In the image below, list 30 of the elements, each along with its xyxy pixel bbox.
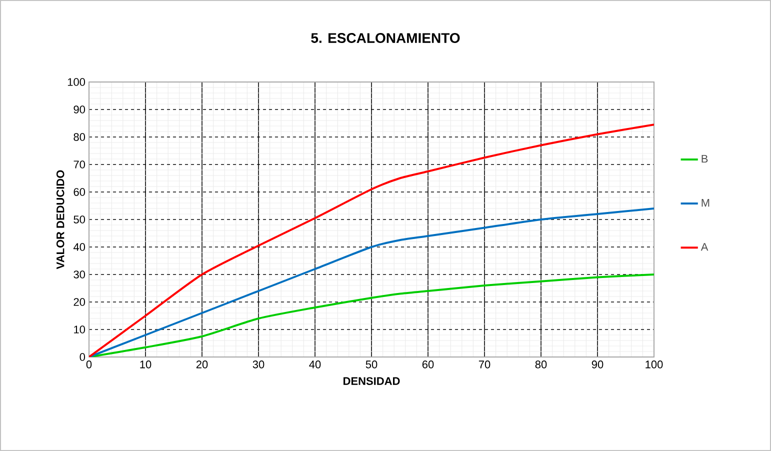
x-tick-label: 40 xyxy=(309,360,321,368)
x-tick-label: 30 xyxy=(252,360,264,368)
y-tick-label: 50 xyxy=(74,216,86,224)
y-tick-label: 20 xyxy=(74,298,86,306)
x-tick-label: 20 xyxy=(196,360,208,368)
y-tick-label: 80 xyxy=(74,133,86,141)
x-axis-title: DENSIDAD xyxy=(344,377,400,385)
x-tick-label: 80 xyxy=(535,360,547,368)
y-tick-label: 10 xyxy=(74,326,86,334)
x-tick-label: 50 xyxy=(366,360,378,368)
y-tick-label: 90 xyxy=(74,106,86,114)
y-axis-title: VALOR DEDUCIDO xyxy=(56,170,64,270)
x-tick-label: 60 xyxy=(422,360,434,368)
y-tick-label: 100 xyxy=(68,78,86,86)
x-tick-label: 0 xyxy=(86,360,92,368)
line-series xyxy=(89,124,654,357)
legend-label: B xyxy=(702,154,708,163)
x-tick-label: 100 xyxy=(646,360,663,368)
x-tick-label: 10 xyxy=(140,360,152,368)
legend-label: A xyxy=(700,243,708,251)
line-series xyxy=(89,208,654,357)
x-tick-label: 70 xyxy=(478,360,490,368)
chart-title: 5. ESCALONAMIENTO xyxy=(311,33,460,43)
y-tick-label: 30 xyxy=(74,270,86,278)
y-tick-label: 60 xyxy=(74,188,86,196)
y-tick-label: 0 xyxy=(80,353,86,361)
y-tick-label: 70 xyxy=(74,160,86,168)
legend-label: M xyxy=(702,199,710,207)
y-tick-label: 40 xyxy=(73,243,86,251)
x-tick-label: 90 xyxy=(592,360,604,368)
